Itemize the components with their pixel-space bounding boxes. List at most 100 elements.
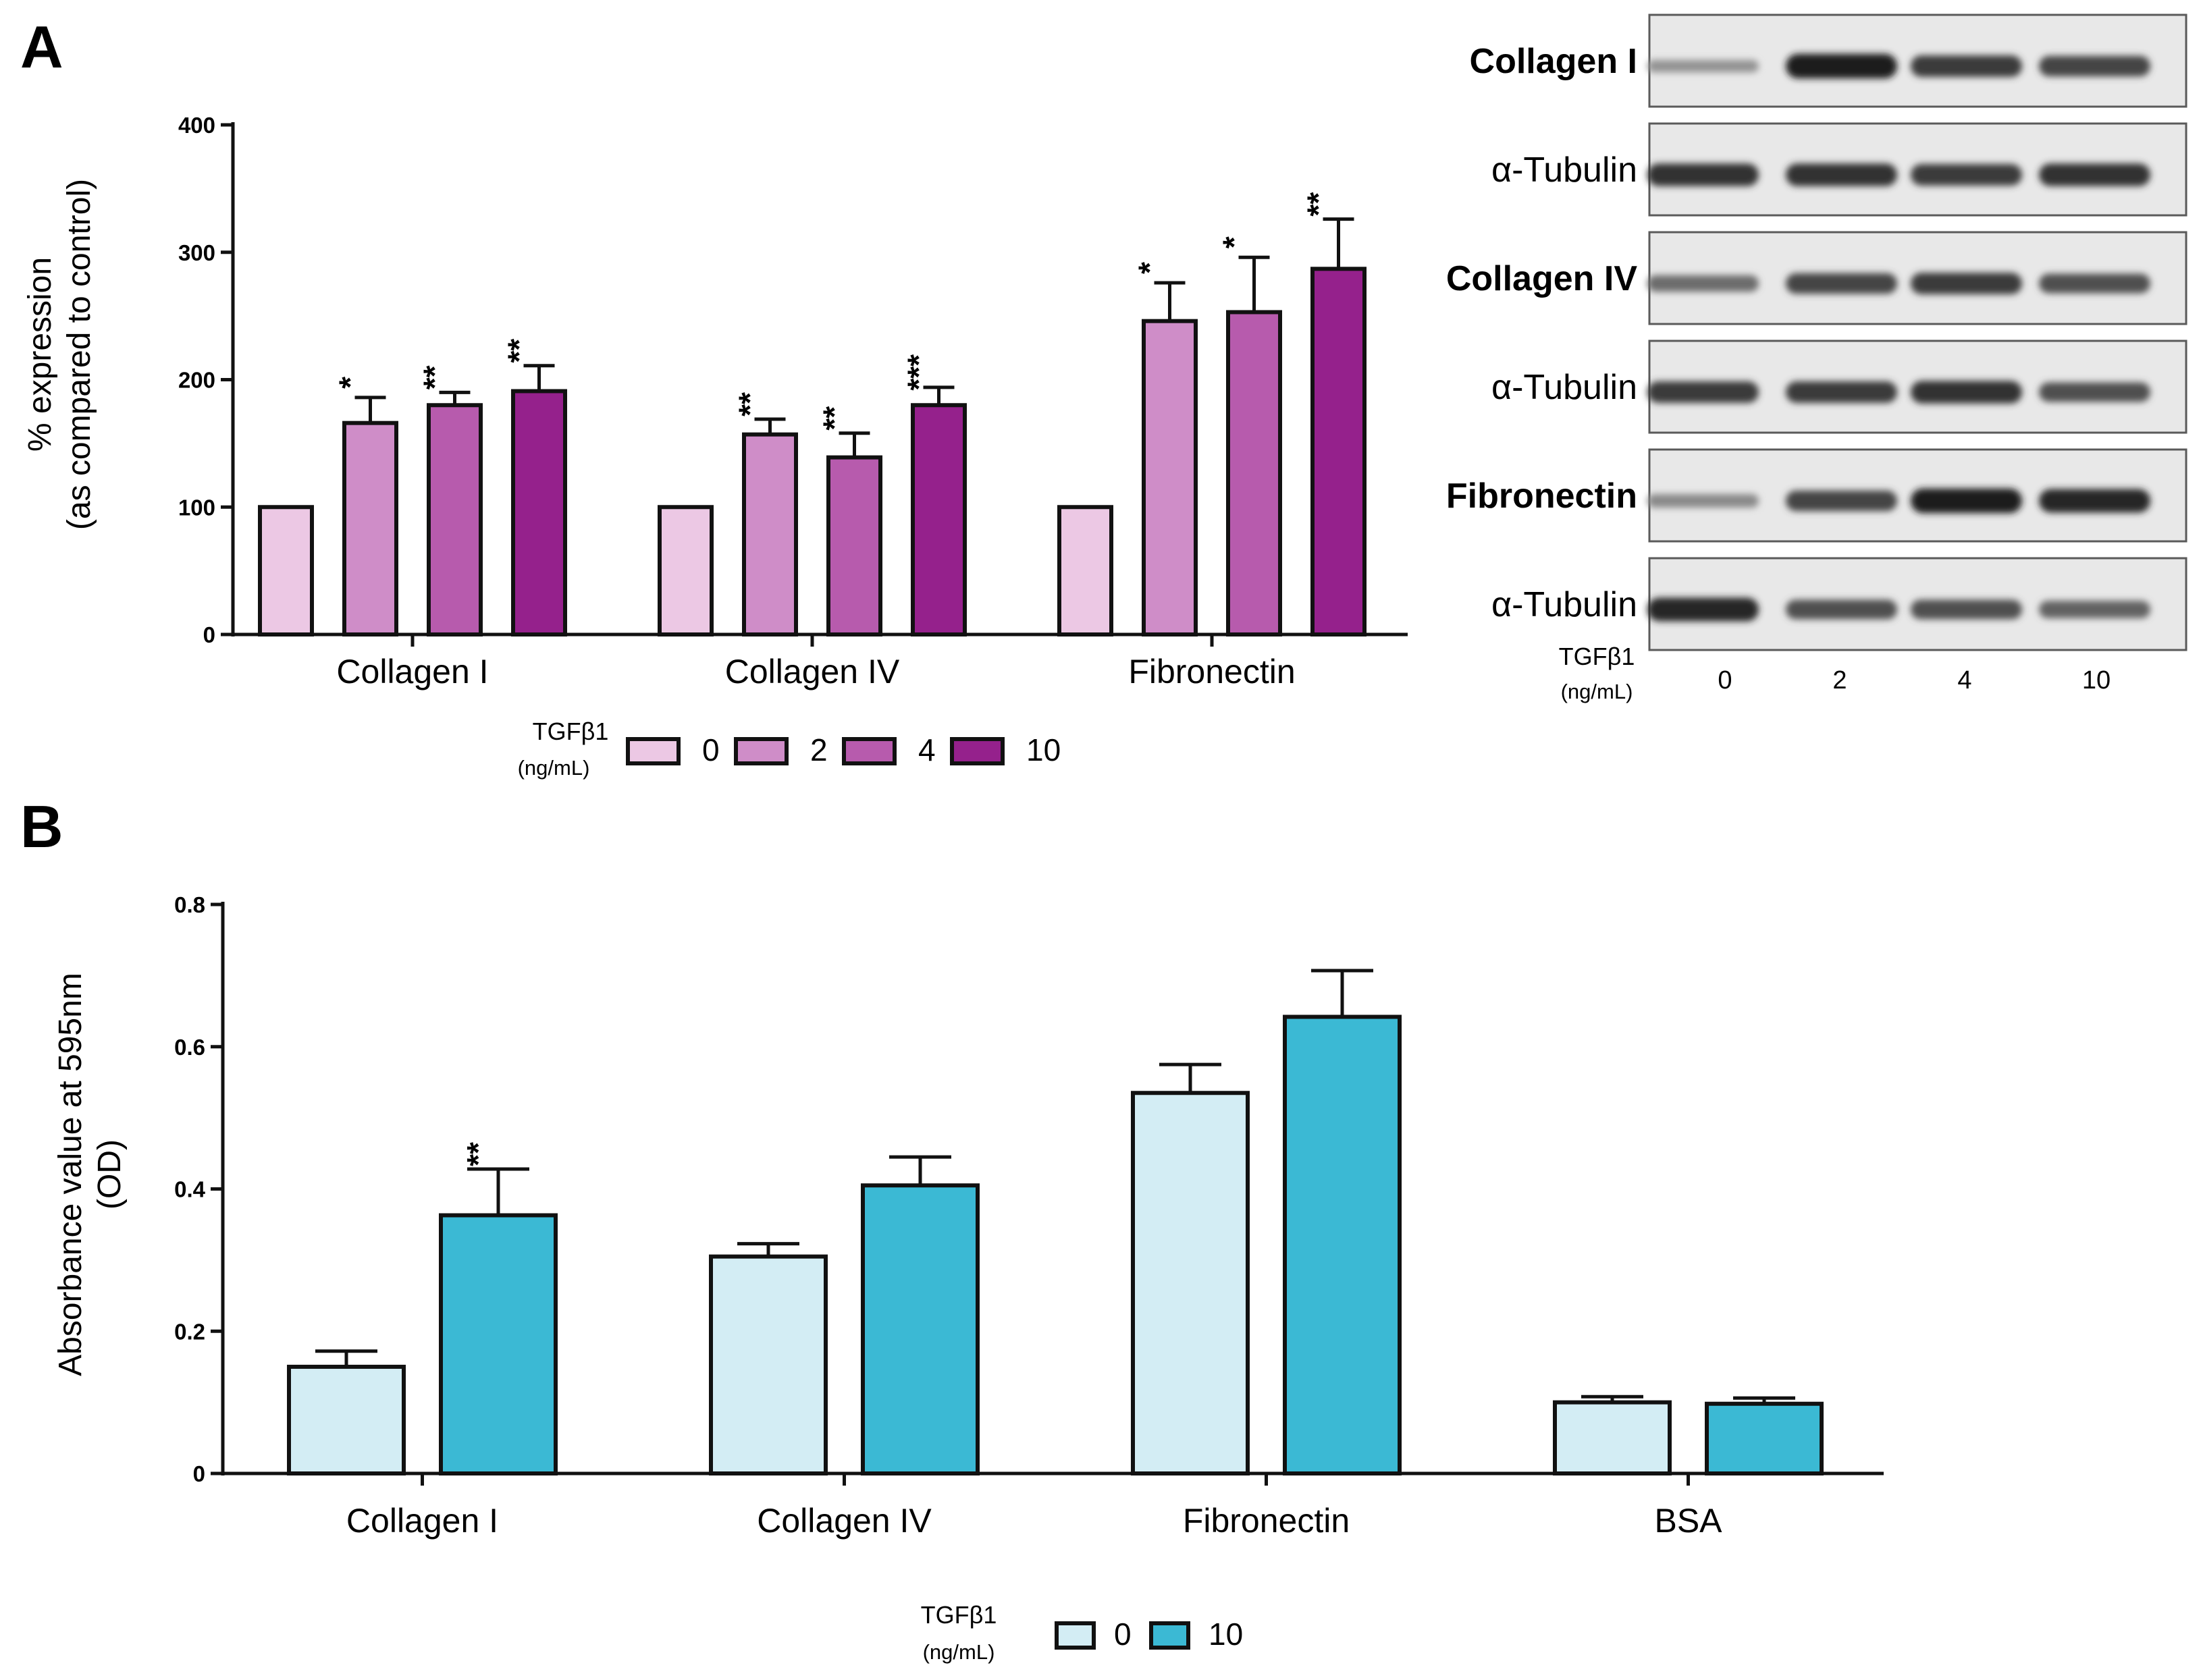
blot-row-label: α-Tubulin [1491, 585, 1637, 624]
blot-band [1786, 599, 1897, 620]
legend-swatch [842, 737, 897, 765]
blot-band [1647, 597, 1759, 622]
blot-band [1647, 381, 1759, 403]
significance-label: ** [733, 392, 768, 416]
chart-a: % expression (as compared to control) 0 1… [22, 113, 1408, 690]
bar [1226, 310, 1282, 636]
y-tick-label: 0.6 [174, 1035, 205, 1060]
blot-lane-label: 2 [1832, 666, 1847, 695]
blot-band [1647, 275, 1759, 292]
legend-swatch [734, 737, 789, 765]
blot-band [1786, 273, 1897, 294]
panel-a-letter: A [20, 13, 63, 80]
y-tick-label: 200 [178, 368, 215, 393]
legend-b-title: TGFβ1 [921, 1601, 997, 1629]
blot-band [2039, 273, 2150, 294]
x-tick-label: BSA [1654, 1502, 1722, 1540]
y-tick-label: 0 [203, 622, 215, 647]
x-tick-label: Collagen IV [725, 653, 900, 690]
bar [709, 1254, 828, 1475]
bar [427, 403, 483, 636]
blot-band [2039, 489, 2150, 513]
blot-band [1911, 55, 2022, 77]
blot-band [1786, 381, 1897, 403]
blot-lane-title: TGFβ1 [1559, 643, 1635, 670]
y-tick-label: 0 [193, 1461, 205, 1486]
legend-label: 10 [1026, 732, 1061, 767]
blot-band [2039, 163, 2150, 186]
legend-a-unit: (ng/mL) [518, 756, 590, 780]
significance-label: ** [1301, 192, 1336, 217]
legend-label: 4 [918, 732, 936, 767]
bar [1310, 267, 1367, 637]
blot-band [1647, 163, 1759, 186]
bar [342, 421, 398, 636]
blot-row-label: α-Tubulin [1491, 151, 1637, 190]
bar [911, 403, 967, 636]
legend-label: 0 [1114, 1617, 1132, 1652]
chart-b-ylabel-line1: Absorbance value at 595nm [53, 973, 88, 1376]
bar [1131, 1091, 1250, 1475]
legend-label: 0 [702, 732, 720, 767]
blot-band [2039, 55, 2150, 77]
significance-label: *** [901, 354, 936, 391]
legend-a-title: TGFβ1 [533, 717, 609, 745]
chart-a-ylabel-line2: (as compared to control) [61, 179, 97, 530]
legend-label: 2 [810, 732, 828, 767]
blot-band [2039, 601, 2150, 618]
x-tick-label: Collagen I [346, 1502, 498, 1540]
blot-band [1911, 381, 2022, 404]
x-tick-label: Fibronectin [1128, 653, 1295, 690]
bar [1142, 319, 1198, 636]
significance-label: * [1132, 262, 1167, 274]
chart-b: Absorbance value at 595nm (OD) 0 0.2 0.4 0.… [53, 892, 1884, 1540]
y-tick-label: 400 [178, 113, 215, 138]
blot-band [1911, 599, 2022, 620]
blot-lane-label: 4 [1957, 666, 1971, 695]
legend-swatch [1149, 1621, 1190, 1650]
x-tick-label: Collagen I [336, 653, 488, 690]
bar [511, 389, 567, 636]
significance-label: * [333, 377, 368, 389]
blot-band [1911, 488, 2022, 514]
chart-a-ylabel-line1: % expression [22, 257, 58, 452]
blot-lane-label: 0 [1718, 666, 1732, 695]
y-tick-label: 0.4 [174, 1177, 206, 1202]
bar [1705, 1401, 1824, 1475]
panel-b-letter: B [20, 793, 63, 860]
significance-label: ** [502, 339, 537, 363]
blot-band [1647, 494, 1759, 508]
y-tick-label: 300 [178, 240, 215, 265]
blot-band [1786, 163, 1897, 186]
y-tick-label: 100 [178, 495, 215, 520]
legend-label: 10 [1209, 1617, 1243, 1652]
legend-swatch [950, 737, 1005, 765]
bar [658, 505, 714, 636]
blot-lane-unit: (ng/mL) [1561, 680, 1633, 703]
blot-row-label: Fibronectin [1446, 477, 1637, 516]
y-tick-label: 0.8 [174, 892, 205, 917]
blot-band [1786, 490, 1897, 512]
significance-label: ** [417, 365, 452, 389]
x-tick-label: Fibronectin [1183, 1502, 1350, 1540]
y-tick-label: 0.2 [174, 1319, 205, 1344]
legend-a: TGFβ1 (ng/mL) 0 2 4 10 [518, 717, 1061, 780]
blot-row-label: Collagen IV [1446, 259, 1637, 298]
legend-b-unit: (ng/mL) [923, 1640, 995, 1664]
significance-label: ** [817, 406, 852, 431]
bar [861, 1183, 980, 1475]
blot-band [2039, 382, 2150, 402]
blot-row-label: α-Tubulin [1491, 368, 1637, 407]
blot-band [1911, 164, 2022, 186]
western-blot: TGFβ1 (ng/mL) Collagen I α-Tubulin Collage… [1446, 13, 2187, 703]
chart-a-ylabel: % expression (as compared to control) [22, 179, 97, 530]
bar [826, 455, 882, 636]
bar [1057, 505, 1113, 636]
x-tick-label: Collagen IV [757, 1502, 932, 1540]
significance-label: ** [460, 1142, 496, 1166]
legend-swatch [626, 737, 681, 765]
legend-b: TGFβ1 (ng/mL) 0 10 [921, 1601, 1244, 1664]
bar [1553, 1400, 1672, 1475]
blot-lane-label: 10 [2082, 666, 2111, 695]
